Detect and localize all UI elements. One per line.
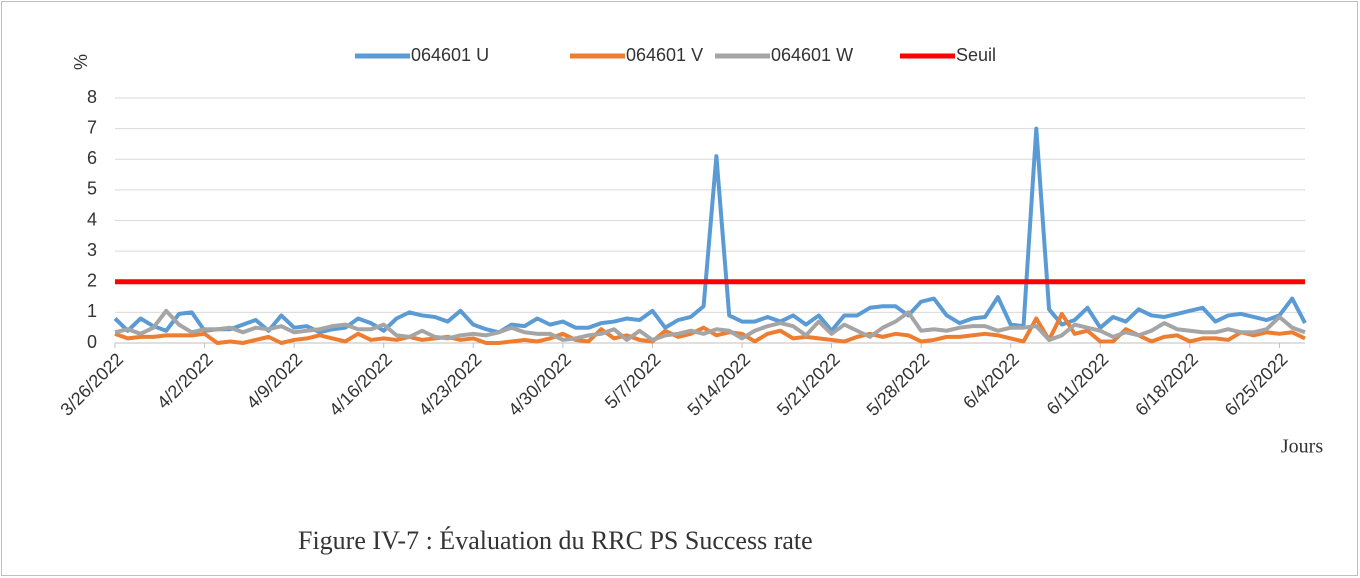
legend-label: 064601 W xyxy=(771,45,853,65)
x-axis-label: Jours xyxy=(1281,436,1323,458)
legend-label: 064601 V xyxy=(626,45,703,65)
y-tick-label: 1 xyxy=(87,301,97,321)
series-line xyxy=(114,308,1306,342)
legend-label: 064601 U xyxy=(411,45,489,65)
y-tick-label: 7 xyxy=(87,117,97,137)
y-tick-label: 8 xyxy=(87,87,97,107)
caption: Figure IV-7 : Évaluation du RRC PS Succe… xyxy=(298,526,813,555)
y-tick-label: 5 xyxy=(87,179,97,199)
y-tick-label: 3 xyxy=(87,240,97,260)
legend-label: Seuil xyxy=(956,45,996,65)
y-axis-label: % xyxy=(71,54,91,70)
y-tick-label: 2 xyxy=(87,271,97,291)
y-tick-label: 6 xyxy=(87,148,97,168)
y-tick-label: 4 xyxy=(87,209,97,229)
y-tick-label: 0 xyxy=(87,332,97,352)
